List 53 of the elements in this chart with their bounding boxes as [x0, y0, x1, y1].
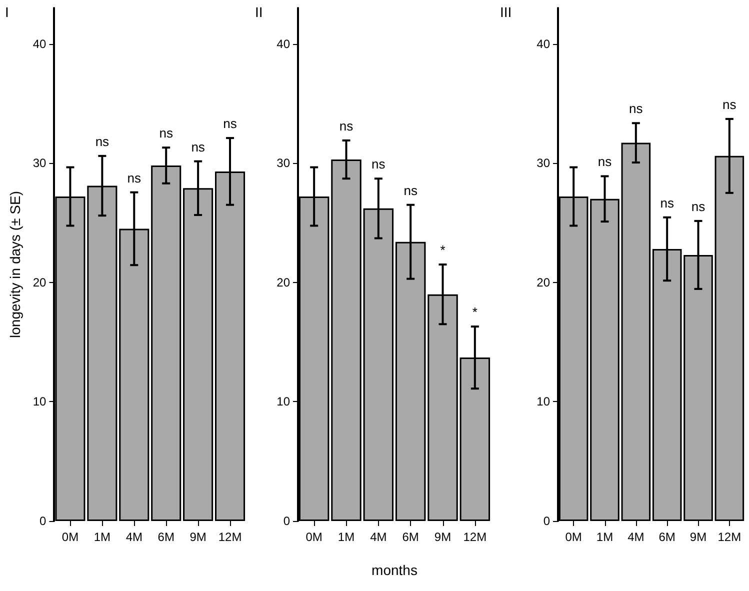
annotation: ns	[159, 126, 174, 141]
annotation: ns	[629, 101, 644, 116]
annotation: ns	[722, 96, 737, 112]
annotation: ns	[223, 116, 238, 132]
x-tick-label: 1M	[338, 530, 355, 544]
annotation: ns	[339, 118, 354, 134]
chart-title: II	[255, 4, 263, 20]
x-tick-label: 0M	[306, 530, 322, 544]
y-tick-label: 30	[536, 156, 550, 170]
annotation: ns	[598, 154, 612, 170]
x-tick-label: 9M	[190, 530, 206, 544]
x-tick-label: 9M	[690, 530, 707, 544]
y-tick-label: 0	[543, 514, 550, 528]
annotation: ns	[372, 156, 386, 172]
annotation: ns	[95, 134, 110, 149]
y-tick-label: 40	[276, 36, 290, 51]
y-tick-label: 10	[536, 394, 550, 409]
x-tick-label: 4M	[126, 530, 142, 544]
annotation: ns	[191, 139, 206, 154]
x-tick-label: 6M	[402, 530, 419, 544]
x-tick-label: 4M	[628, 530, 644, 544]
x-tick-label: 9M	[434, 530, 452, 544]
x-tick-label: 6M	[158, 530, 174, 544]
y-tick-label: 0	[40, 514, 47, 528]
annotation: *	[472, 304, 478, 320]
x-tick-label: 1M	[94, 530, 111, 544]
y-tick-label: 20	[276, 275, 290, 290]
x-tick-label: 0M	[565, 530, 582, 544]
x-tick-label: 12M	[218, 530, 242, 544]
y-tick-label: 0	[283, 514, 290, 528]
x-tick-label: 6M	[658, 530, 676, 544]
y-tick-label: 20	[32, 275, 47, 290]
annotation: ns	[404, 182, 418, 198]
annotation: ns	[660, 195, 674, 210]
y-tick-label: 10	[276, 394, 290, 409]
x-tick-label: 1M	[596, 530, 614, 544]
y-tick-label: 40	[32, 36, 47, 51]
y-tick-label: 40	[536, 36, 550, 51]
y-axis-title: longevity in days (± SE)	[7, 191, 23, 338]
y-tick-label: 30	[276, 156, 290, 170]
y-tick-label: 20	[536, 275, 550, 290]
y-tick-label: 30	[32, 156, 47, 170]
x-tick-label: 12M	[463, 530, 487, 544]
y-tick-label: 10	[32, 394, 47, 409]
annotation: ns	[127, 170, 142, 186]
x-tick-label: 12M	[718, 530, 742, 544]
x-axis-title: months	[372, 562, 418, 578]
chart-title: III	[500, 4, 512, 20]
chart-title: I	[5, 4, 9, 20]
annotation: ns	[691, 198, 706, 214]
x-tick-label: 4M	[370, 530, 387, 544]
annotation: *	[440, 242, 446, 258]
x-tick-label: 0M	[62, 530, 79, 544]
